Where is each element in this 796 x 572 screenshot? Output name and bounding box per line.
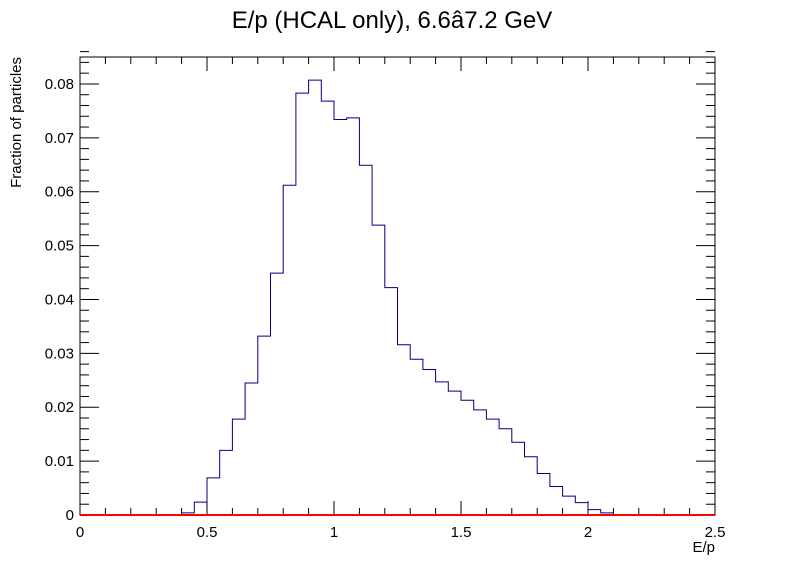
y-tick-label: 0: [66, 507, 74, 524]
x-tick-label: 1.5: [451, 524, 472, 541]
y-tick-label: 0.06: [45, 184, 74, 201]
x-tick-label: 1: [330, 524, 338, 541]
y-tick-label: 0.01: [45, 453, 74, 470]
y-tick-label: 0.08: [45, 76, 74, 93]
y-tick-label: 0.02: [45, 399, 74, 416]
chart-title: E/p (HCAL only), 6.6â7.2 GeV: [232, 7, 553, 34]
x-tick-label: 2: [584, 524, 592, 541]
x-tick-label: 0.5: [197, 524, 218, 541]
plot-frame: [79, 56, 716, 516]
x-axis-label: E/p: [692, 539, 715, 556]
x-tick-label: 0: [76, 524, 84, 541]
y-tick-label: 0.04: [45, 291, 74, 308]
histogram-outline: [181, 79, 614, 515]
x-tick-label: 2.5: [705, 524, 726, 541]
axis-ticks: [79, 51, 716, 516]
y-tick-label: 0.03: [45, 345, 74, 362]
y-tick-label: 0.07: [45, 130, 74, 147]
tick-labels: 0 0.5 1 1.5 2 2.5 0 0.01 0.02 0.03 0.04 0.05 0.06 0.0…: [45, 76, 726, 541]
y-axis-label: Fraction of particles: [8, 57, 25, 188]
histogram-series: [80, 79, 715, 516]
y-tick-label: 0.05: [45, 238, 74, 255]
